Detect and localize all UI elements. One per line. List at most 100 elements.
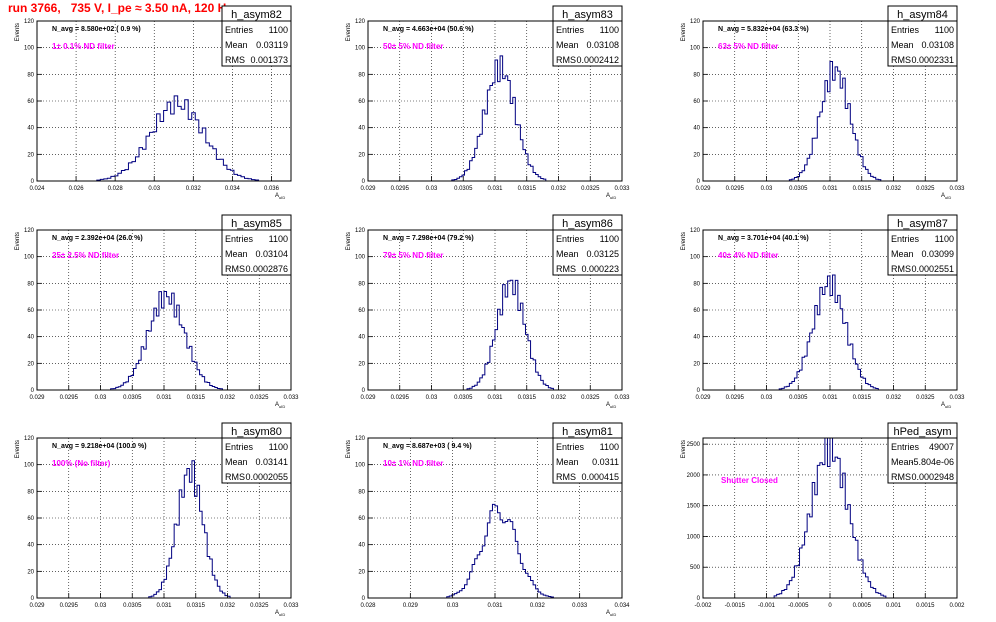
x-tick-label: 0.0325: [916, 186, 935, 192]
x-tick-label: 0.0305: [454, 186, 473, 192]
x-tick-label: 0.031: [487, 186, 503, 192]
x-tick-label: 0.033: [614, 186, 630, 192]
x-tick-label: 0.03: [447, 603, 459, 609]
filter-annotation: 50± 5% ND filter: [383, 42, 443, 51]
stats-label: Entries: [891, 25, 920, 35]
stats-value: 1100: [269, 25, 288, 35]
y-tick-label: 120: [355, 436, 366, 442]
stats-label: RMS: [556, 264, 576, 274]
x-tick-label: 0.028: [360, 603, 376, 609]
x-axis-label: AuID: [941, 193, 951, 200]
stats-value: 0.03125: [586, 249, 619, 259]
x-tick-label: 0.032: [186, 186, 202, 192]
stats-label: Entries: [556, 25, 585, 35]
y-tick-label: 1000: [687, 534, 701, 540]
stats-box-frame: [887, 214, 958, 276]
x-tick-label: 0.0305: [454, 395, 473, 401]
histogram-name: h_asym83: [562, 9, 613, 21]
n-avg-label: N_avg = 9.218e+04 (100.0 %): [52, 443, 147, 450]
filter-annotation: 79± 5% ND filter: [383, 251, 443, 260]
stats-box: h_asym84 Entries 1100 Mean 0.03108 RMS 0.00023…: [887, 5, 958, 67]
y-tick-label: 80: [693, 72, 700, 78]
x-tick-label: 0.029: [360, 395, 376, 401]
filter-annotation: 1± 0.1% ND filter: [52, 42, 115, 51]
stats-label: Mean: [225, 40, 248, 50]
histogram-panel-h_asym84: 0.029 0.0295 0.03 0.0305 0.031 0.0315 0.032 0.0…: [681, 5, 965, 200]
y-tick-label: 80: [27, 489, 34, 495]
x-tick-label: 0.002: [949, 603, 965, 609]
stats-label: Entries: [891, 442, 920, 452]
y-tick-label: 20: [27, 569, 34, 575]
y-tick-label: 60: [693, 99, 700, 105]
stats-box-frame: [552, 422, 623, 484]
y-tick-label: 40: [358, 126, 365, 132]
x-tick-label: 0.031: [822, 186, 838, 192]
x-tick-label: 0.033: [572, 603, 588, 609]
y-axis-label: Events: [346, 23, 352, 41]
stats-value: 0.001373: [250, 55, 288, 65]
y-tick-label: 100: [355, 46, 366, 52]
y-tick-label: 40: [358, 543, 365, 549]
stats-label: Mean: [225, 457, 248, 467]
x-tick-label: 0.0315: [853, 186, 872, 192]
stats-box-frame: [221, 5, 292, 67]
n-avg-label: N_avg = 7.298e+04 (79.2 %): [383, 235, 474, 242]
histogram-panel-h_asym81: 0.028 0.029 0.03 0.031 0.032 0.033 0.034 0 20 40 6…: [346, 422, 630, 617]
x-tick-label: 0.031: [822, 395, 838, 401]
stats-value: 1100: [935, 234, 954, 244]
x-tick-label: 0.0325: [581, 186, 600, 192]
x-tick-label: 0.029: [695, 395, 711, 401]
x-axis-label: AuID: [275, 402, 285, 409]
y-tick-label: 60: [27, 99, 34, 105]
x-tick-label: 0.0295: [391, 395, 410, 401]
x-tick-label: 0.03: [148, 186, 160, 192]
stats-label: Mean: [891, 249, 914, 259]
y-tick-label: 120: [690, 19, 701, 25]
histogram-panel-h_asym87: 0.029 0.0295 0.03 0.0305 0.031 0.0315 0.032 0.0…: [681, 214, 965, 409]
stats-value: 0.03099: [921, 249, 954, 259]
x-tick-label: 0.026: [69, 186, 85, 192]
x-tick-label: 0.0295: [726, 395, 745, 401]
stats-value: 0.03141: [255, 457, 288, 467]
stats-label: Entries: [225, 234, 254, 244]
stats-value: -5.804e-06: [910, 457, 954, 467]
x-tick-label: 0.03: [426, 395, 438, 401]
y-tick-label: 60: [27, 308, 34, 314]
histogram-panel-hPed_asym: -0.002 -0.0015 -0.001 -0.0005 0 0.0005 0.001 0.…: [681, 422, 965, 609]
filter-annotation: 63± 5% ND filter: [718, 42, 778, 51]
histogram-name: h_asym81: [562, 426, 613, 438]
stats-label: Mean: [556, 249, 579, 259]
histogram-panel-h_asym86: 0.029 0.0295 0.03 0.0305 0.031 0.0315 0.032 0.0…: [346, 214, 630, 409]
y-tick-label: 0: [362, 388, 366, 394]
stats-value: 0.0002948: [911, 472, 954, 482]
y-tick-label: 1500: [687, 504, 701, 510]
y-tick-label: 60: [358, 99, 365, 105]
x-tick-label: 0.0295: [60, 395, 79, 401]
y-tick-label: 2000: [687, 473, 701, 479]
n-avg-label: N_avg = 8.687e+03 ( 9.4 %): [383, 443, 472, 450]
x-tick-label: 0.0325: [250, 395, 269, 401]
stats-box: h_asym81 Entries 1100 Mean 0.0311 RMS 0.000415: [552, 422, 623, 484]
x-tick-label: 0.032: [530, 603, 546, 609]
stats-label: RMS: [891, 264, 911, 274]
x-tick-label: -0.002: [694, 603, 712, 609]
y-tick-label: 100: [24, 255, 35, 261]
y-tick-label: 2500: [687, 442, 701, 448]
filter-annotation: 40± 4% ND filter: [718, 251, 778, 260]
n-avg-label: N_avg = 8.580e+02 ( 0.9 %): [52, 26, 141, 33]
stats-value: 0.0311: [592, 457, 619, 467]
stats-label: RMS: [891, 55, 911, 65]
y-tick-label: 40: [693, 126, 700, 132]
y-tick-label: 40: [27, 126, 34, 132]
x-tick-label: 0.001: [886, 603, 902, 609]
histogram-name: h_asym80: [231, 426, 282, 438]
x-tick-label: 0.0315: [853, 395, 872, 401]
x-axis-label: AuID: [941, 402, 951, 409]
histogram-name: hPed_asym: [893, 426, 951, 438]
stats-value: 0.0002055: [245, 472, 288, 482]
x-axis-label: AuID: [606, 610, 616, 617]
x-tick-label: 0.03: [426, 186, 438, 192]
histogram-curve: [368, 503, 622, 599]
y-tick-label: 20: [358, 152, 365, 158]
n-avg-label: N_avg = 5.832e+04 (63.3 %): [718, 26, 809, 33]
